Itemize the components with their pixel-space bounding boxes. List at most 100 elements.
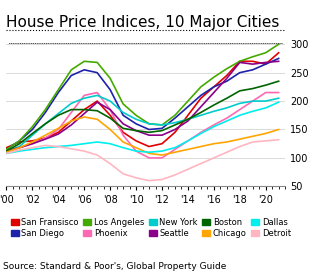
Chicago [238,138,242,141]
Boston [43,122,47,125]
Dallas [43,146,47,149]
Chicago [264,132,268,135]
Boston [95,109,99,112]
New York [186,118,190,121]
New York [277,97,281,100]
San Fransisco [43,136,47,140]
Chicago [69,119,73,122]
San Diego [251,68,255,72]
Phoenix [186,139,190,142]
Line: Chicago: Chicago [6,117,279,155]
Boston [17,142,21,145]
San Fransisco [173,131,177,134]
Los Angeles [95,61,99,64]
Chicago [108,128,112,131]
Phoenix [108,108,112,111]
Los Angeles [264,51,268,55]
Detroit [69,147,73,150]
Detroit [95,153,99,157]
Chicago [251,135,255,138]
Los Angeles [134,114,138,117]
Dallas [238,114,242,117]
New York [212,110,216,113]
Boston [173,123,177,127]
New York [43,122,47,125]
Chicago [277,128,281,131]
Chicago [160,153,164,157]
New York [251,99,255,103]
Line: Phoenix: Phoenix [6,93,279,158]
Boston [69,108,73,111]
Detroit [5,152,8,155]
San Fransisco [95,99,99,103]
Los Angeles [212,76,216,79]
Phoenix [134,149,138,153]
Boston [56,114,60,117]
Chicago [95,118,99,121]
Boston [30,132,34,135]
San Diego [30,128,34,131]
San Diego [147,128,151,131]
Los Angeles [199,85,203,89]
Boston [277,79,281,83]
San Fransisco [160,142,164,145]
Dallas [277,101,281,104]
Los Angeles [108,77,112,80]
Seattle [95,101,99,104]
Boston [5,149,8,153]
New York [95,94,99,97]
San Fransisco [17,140,21,144]
San Diego [160,127,164,130]
Chicago [173,151,177,154]
Los Angeles [43,108,47,111]
San Diego [264,62,268,66]
Phoenix [251,99,255,103]
San Diego [95,71,99,74]
Line: Detroit: Detroit [6,140,279,181]
Dallas [173,146,177,149]
Seattle [277,60,281,63]
Chicago [43,133,47,137]
San Fransisco [121,131,125,134]
Boston [225,97,229,100]
Seattle [199,105,203,109]
Boston [212,103,216,107]
Seattle [5,149,8,153]
Detroit [147,179,151,182]
San Diego [212,85,216,89]
Los Angeles [160,123,164,127]
San Diego [69,74,73,77]
San Diego [173,116,177,120]
Los Angeles [30,125,34,128]
San Fransisco [199,97,203,100]
Los Angeles [251,55,255,58]
San Diego [82,68,86,72]
New York [160,123,164,127]
San Diego [225,79,229,83]
Dallas [134,149,138,153]
Phoenix [56,128,60,131]
Seattle [56,132,60,136]
Phoenix [43,136,47,140]
San Fransisco [108,114,112,117]
Line: Dallas: Dallas [6,102,279,153]
Seattle [160,133,164,137]
Line: Los Angeles: Los Angeles [6,44,279,149]
Dallas [186,139,190,142]
Chicago [56,127,60,130]
Detroit [173,173,177,177]
Dallas [95,140,99,144]
Seattle [30,142,34,145]
Detroit [225,151,229,154]
New York [238,102,242,105]
Los Angeles [147,122,151,125]
Seattle [108,108,112,111]
Line: San Fransisco: San Fransisco [6,53,279,148]
San Fransisco [5,146,8,149]
Chicago [121,140,125,144]
San Fransisco [147,145,151,148]
Boston [264,84,268,87]
Chicago [82,115,86,119]
Phoenix [173,148,177,151]
Phoenix [264,91,268,94]
